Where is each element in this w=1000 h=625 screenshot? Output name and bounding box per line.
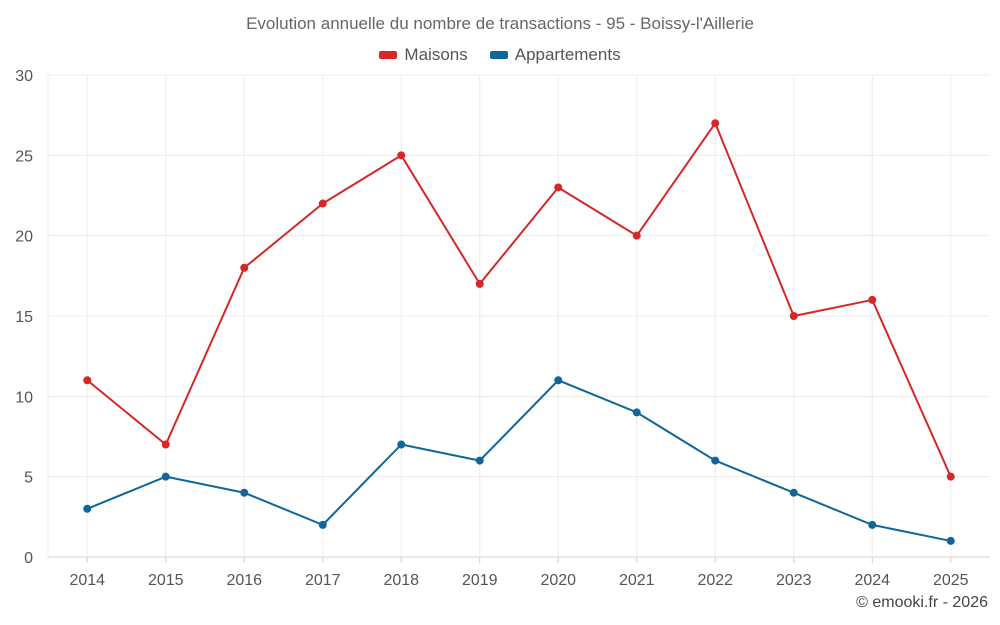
data-point-maisons[interactable] xyxy=(789,312,798,320)
y-tick-label: 0 xyxy=(24,550,33,567)
y-tick-label: 15 xyxy=(15,309,33,326)
data-point-maisons[interactable] xyxy=(240,263,249,272)
y-tick-label: 25 xyxy=(15,148,33,165)
data-point-maisons[interactable] xyxy=(868,295,877,304)
chart-legend: Maisons Appartements xyxy=(0,45,1000,65)
data-point-appartements[interactable] xyxy=(868,520,877,529)
legend-item-maisons[interactable]: Maisons xyxy=(379,45,468,65)
data-point-maisons[interactable] xyxy=(554,183,563,192)
legend-label-maisons: Maisons xyxy=(404,45,468,64)
x-tick-label: 2020 xyxy=(540,572,576,589)
y-tick-label: 30 xyxy=(15,68,33,85)
data-point-maisons[interactable] xyxy=(475,279,484,288)
data-point-maisons[interactable] xyxy=(397,151,406,160)
x-tick-label: 2014 xyxy=(69,572,105,589)
data-point-appartements[interactable] xyxy=(946,536,955,545)
x-tick-label: 2018 xyxy=(383,572,419,589)
legend-label-appartements: Appartements xyxy=(514,45,621,64)
x-tick-label: 2017 xyxy=(305,572,341,589)
legend-swatch-appartements xyxy=(489,51,508,59)
chart-series xyxy=(83,119,955,545)
data-point-appartements[interactable] xyxy=(161,472,170,481)
series-line-appartements[interactable] xyxy=(86,379,951,542)
chart-title: Evolution annuelle du nombre de transact… xyxy=(246,14,754,33)
x-tick-label: 2025 xyxy=(933,572,969,589)
data-point-maisons[interactable] xyxy=(161,440,170,449)
x-tick-label: 2023 xyxy=(776,572,812,589)
data-point-appartements[interactable] xyxy=(83,504,92,513)
x-tick-label: 2019 xyxy=(462,572,498,589)
data-point-appartements[interactable] xyxy=(318,520,327,529)
y-tick-label: 5 xyxy=(24,470,33,487)
data-point-appartements[interactable] xyxy=(632,408,641,417)
x-tick-label: 2021 xyxy=(619,572,655,589)
data-point-maisons[interactable] xyxy=(318,199,327,208)
data-point-appartements[interactable] xyxy=(711,456,720,465)
data-point-appartements[interactable] xyxy=(397,440,406,449)
data-point-appartements[interactable] xyxy=(240,488,249,497)
data-point-appartements[interactable] xyxy=(789,488,798,497)
x-tick-label: 2015 xyxy=(148,572,184,589)
y-axis: 0 5 10 15 20 25 30 xyxy=(15,68,33,567)
series-line-maisons[interactable] xyxy=(86,122,952,478)
data-point-maisons[interactable] xyxy=(946,472,955,481)
y-tick-label: 10 xyxy=(15,389,33,406)
legend-swatch-maisons xyxy=(379,51,398,59)
data-point-maisons[interactable] xyxy=(711,119,720,128)
data-point-maisons[interactable] xyxy=(632,231,641,240)
y-tick-label: 20 xyxy=(15,229,33,246)
data-point-appartements[interactable] xyxy=(475,456,484,465)
legend-item-appartements[interactable]: Appartements xyxy=(489,45,621,65)
x-axis: 2014 2015 2016 2017 2018 2019 2020 2021 2022 2023… xyxy=(69,557,969,589)
x-tick-label: 2022 xyxy=(697,572,733,589)
data-point-appartements[interactable] xyxy=(554,376,563,385)
x-tick-label: 2024 xyxy=(854,572,890,589)
credit-text: © emooki.fr - 2026 xyxy=(856,594,988,611)
data-point-maisons[interactable] xyxy=(83,376,92,385)
chart-grid xyxy=(47,74,990,558)
x-tick-label: 2016 xyxy=(226,572,262,589)
